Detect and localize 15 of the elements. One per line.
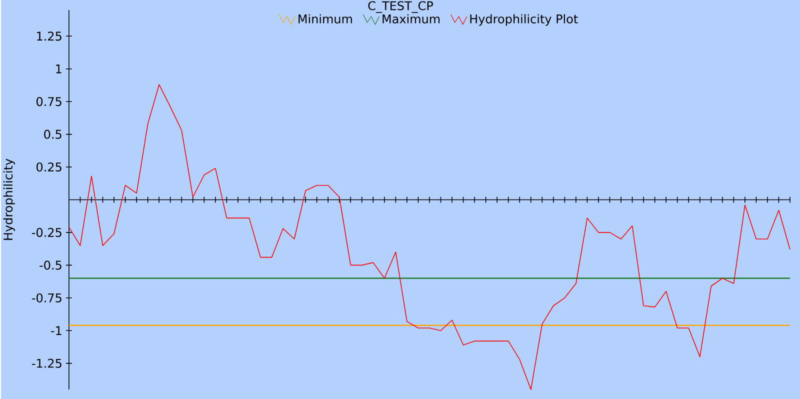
legend-label: Hydrophilicity Plot: [470, 14, 578, 26]
legend-label: Maximum: [382, 14, 440, 24]
legend-label: Minimum: [298, 14, 352, 24]
y-axis-title: Hydrophilicity: [3, 158, 15, 240]
y-tick-label: 0.25: [36, 162, 62, 172]
y-tick-label: -1.25: [32, 358, 62, 368]
y-tick-label: -0.5: [40, 260, 62, 270]
y-tick-label: -0.25: [32, 228, 62, 237]
chart-title: C_TEST_CP: [368, 0, 433, 13]
y-tick-label: -0.75: [32, 293, 62, 302]
y-tick-label: 0.75: [36, 96, 62, 106]
y-tick-label: 0.5: [44, 130, 62, 139]
y-tick-label: 1.25: [37, 31, 62, 40]
y-tick-label: -1: [51, 326, 62, 335]
y-tick-label: 1: [56, 64, 62, 74]
